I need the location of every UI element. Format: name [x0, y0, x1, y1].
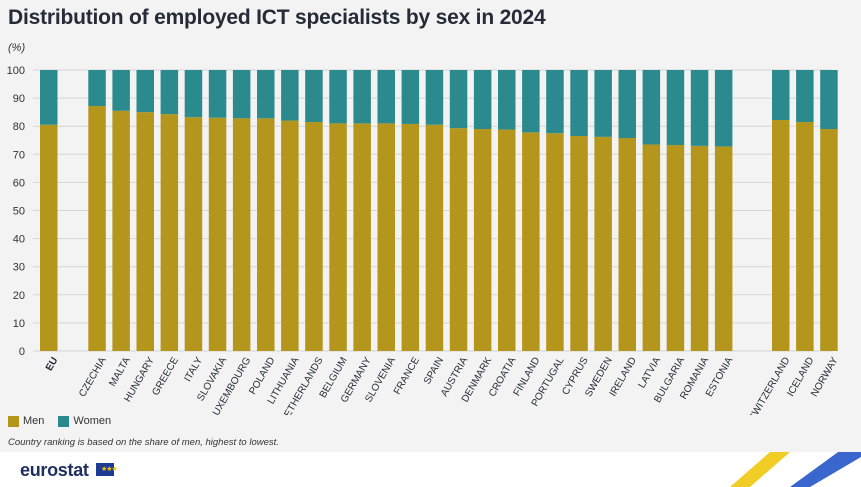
bar-men-denmark	[473, 129, 492, 351]
bar-men-eu	[40, 124, 58, 351]
bar-men-netherlands	[305, 121, 323, 351]
bar-men-hungary	[136, 112, 154, 352]
y-axis-unit: (%)	[8, 42, 26, 54]
legend-label-women: Women	[73, 415, 112, 427]
y-tick-label: 30	[13, 262, 25, 274]
x-tick-label: MALTA	[107, 355, 133, 388]
y-tick-label: 50	[13, 206, 25, 218]
bar-women-hungary	[136, 70, 154, 113]
bar-men-czechia	[88, 105, 106, 351]
y-tick-label: 100	[7, 65, 25, 77]
bar-men-lithuania	[281, 120, 299, 351]
bar-women-netherlands	[305, 70, 323, 122]
x-tick-label: CZECHIA	[77, 355, 109, 399]
bar-women-latvia	[642, 70, 661, 145]
bar-women-iceland	[796, 70, 814, 122]
eu-flag-icon: ★★★	[96, 463, 118, 476]
bar-women-belgium	[329, 70, 347, 124]
bar-women-croatia	[498, 70, 516, 130]
bar-men-italy	[184, 117, 203, 351]
legend-item-men: Men	[8, 415, 44, 427]
bar-men-portugal	[546, 133, 564, 351]
y-tick-label: 0	[19, 346, 25, 358]
bar-men-cyprus	[570, 136, 588, 351]
bar-men-latvia	[642, 144, 661, 351]
bar-men-france	[401, 123, 420, 352]
bar-women-poland	[257, 70, 275, 119]
bar-women-italy	[184, 70, 203, 118]
bar-women-sweden	[594, 70, 612, 137]
legend-item-women: Women	[58, 415, 111, 427]
bar-women-norway	[820, 70, 838, 130]
bar-women-estonia	[714, 70, 733, 147]
eurostat-logo: eurostat	[20, 460, 89, 480]
bar-women-france	[401, 70, 420, 124]
y-tick-label: 60	[13, 177, 25, 189]
bar-men-germany	[353, 123, 371, 351]
bar-women-switzerland	[772, 70, 790, 121]
bar-women-denmark	[473, 70, 492, 130]
bar-women-cyprus	[570, 70, 588, 137]
bar-women-czechia	[88, 70, 106, 106]
bar-women-slovenia	[377, 70, 395, 124]
bar-men-finland	[522, 132, 540, 351]
y-tick-label: 90	[13, 93, 25, 105]
bar-women-greece	[160, 70, 179, 115]
bar-men-malta	[112, 110, 130, 352]
bar-men-poland	[257, 118, 275, 351]
legend-swatch-women	[58, 415, 70, 427]
y-tick-label: 70	[13, 149, 25, 161]
chart-title: Distribution of employed ICT specialists…	[8, 6, 546, 29]
bar-women-lithuania	[281, 70, 299, 121]
bar-women-finland	[522, 70, 540, 133]
y-tick-label: 80	[13, 121, 25, 133]
bar-men-romania	[690, 145, 709, 351]
bar-men-estonia	[714, 146, 733, 351]
y-tick-label: 20	[13, 290, 25, 302]
bar-men-bulgaria	[666, 145, 685, 351]
x-tick-label: LATVIA	[637, 355, 664, 390]
bar-men-slovenia	[377, 123, 395, 351]
y-tick-label: 10	[13, 318, 25, 330]
eurostat-chevron-graphic	[730, 452, 861, 487]
bar-women-austria	[449, 70, 468, 129]
bar-men-belgium	[329, 123, 347, 351]
bar-men-slovakia	[208, 117, 227, 352]
x-tick-label: EU	[44, 356, 60, 374]
ranking-note: Country ranking is based on the share of…	[8, 437, 279, 448]
x-tick-label: SWITZERLAND	[747, 356, 792, 416]
bar-women-luxembourg	[232, 70, 251, 119]
bar-men-luxembourg	[232, 118, 251, 351]
bar-women-germany	[353, 70, 371, 124]
bar-men-greece	[160, 114, 179, 351]
bar-men-switzerland	[772, 120, 790, 351]
y-tick-label: 40	[13, 234, 25, 246]
bar-women-spain	[425, 70, 444, 125]
bar-women-portugal	[546, 70, 564, 134]
x-tick-label: SPAIN	[422, 356, 446, 387]
bar-men-sweden	[594, 136, 612, 351]
bar-women-eu	[40, 70, 58, 125]
bar-men-ireland	[618, 138, 636, 351]
legend: Men Women	[8, 415, 111, 427]
bar-women-bulgaria	[666, 70, 685, 146]
bar-women-ireland	[618, 70, 636, 139]
bar-women-malta	[112, 70, 130, 111]
x-tick-label: ITALY	[182, 355, 205, 384]
bar-women-slovakia	[208, 70, 227, 118]
bar-women-romania	[690, 70, 709, 146]
bar-men-austria	[449, 128, 468, 351]
bar-men-spain	[425, 124, 444, 351]
bar-men-croatia	[498, 129, 516, 351]
legend-label-men: Men	[23, 415, 45, 427]
bar-men-iceland	[796, 121, 814, 351]
bar-men-norway	[820, 129, 838, 351]
footer: eurostat ★★★	[0, 452, 861, 487]
legend-swatch-men	[8, 415, 19, 427]
